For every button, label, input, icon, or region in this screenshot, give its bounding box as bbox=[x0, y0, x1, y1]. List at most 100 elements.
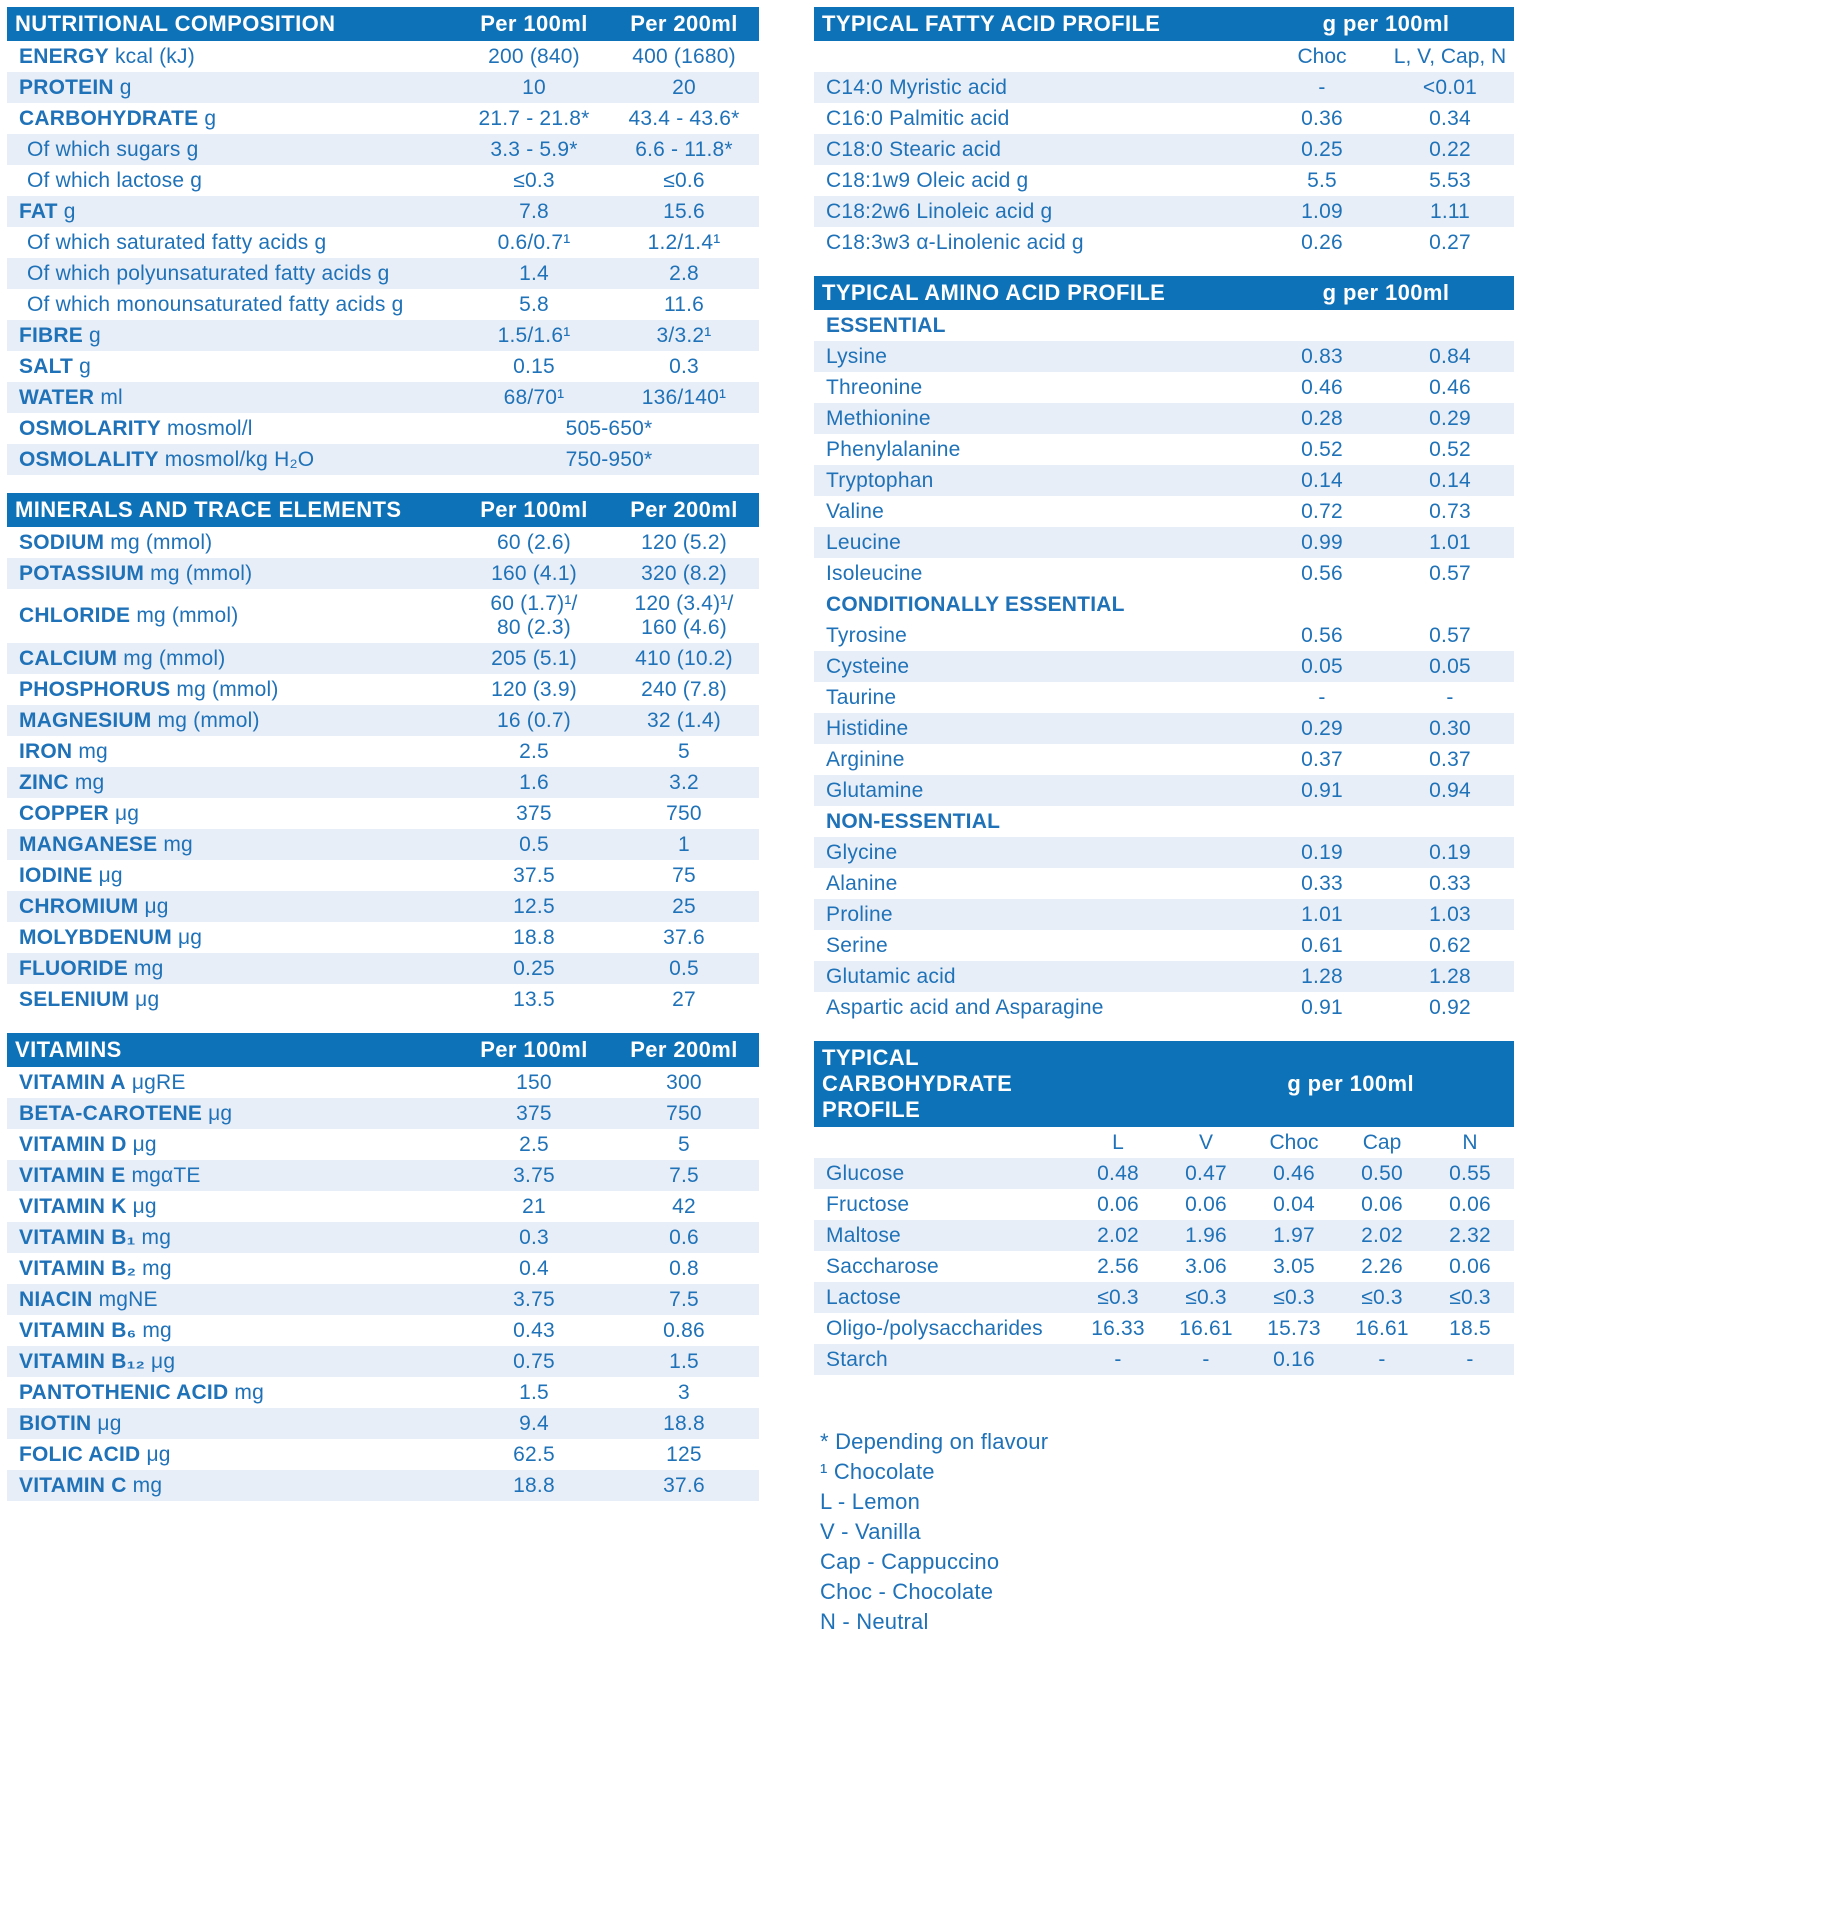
value-cell: 0.83 bbox=[1301, 344, 1343, 368]
value-cell: 0.33 bbox=[1429, 871, 1471, 895]
nutrient-name-bold: WATER bbox=[19, 385, 95, 409]
value-cell: 18.8 bbox=[663, 1411, 705, 1435]
nutrient-name-bold: IRON bbox=[19, 739, 73, 763]
value-cell: 0.75 bbox=[513, 1349, 555, 1373]
value-cell: 7.8 bbox=[519, 199, 549, 223]
nutrient-name-rest: Starch bbox=[826, 1347, 888, 1371]
value-cell: 0.56 bbox=[1301, 561, 1343, 585]
nutrient-name: CALCIUM mg (mmol) bbox=[7, 643, 459, 674]
value-cell: 136/140¹ bbox=[641, 385, 727, 409]
nutrient-name-bold: ENERGY bbox=[19, 44, 109, 68]
nutrient-name: FOLIC ACID μg bbox=[7, 1439, 459, 1470]
value-cell: 1.01 bbox=[1429, 530, 1471, 554]
nutrient-name-rest: Leucine bbox=[826, 530, 901, 554]
table-row: BETA-CAROTENE μg 375 750 bbox=[7, 1098, 759, 1129]
value-cell: 0.6 bbox=[669, 1225, 699, 1249]
nutrient-name-rest: Fructose bbox=[826, 1192, 910, 1216]
value-cell: 750 bbox=[666, 801, 702, 825]
nutrient-name: VITAMIN B₁ mg bbox=[7, 1222, 459, 1253]
nutrient-name: Proline bbox=[814, 899, 1258, 930]
value-cell: 0.5 bbox=[519, 832, 549, 856]
table-head: TYPICAL FATTY ACID PROFILE g per 100ml Cho… bbox=[814, 7, 1514, 72]
value-cell: 75 bbox=[672, 863, 696, 887]
nutrient-name-rest: μg bbox=[132, 1132, 157, 1156]
table-row: Valine 0.72 0.73 bbox=[814, 496, 1514, 527]
table-row: ZINC mg 1.6 3.2 bbox=[7, 767, 759, 798]
nutrient-name-bold: MAGNESIUM bbox=[19, 708, 152, 732]
value-cell: 0.73 bbox=[1429, 499, 1471, 523]
value-cell: 2.26 bbox=[1361, 1254, 1403, 1278]
footnote: L - Lemon bbox=[820, 1489, 921, 1514]
table-row: COPPER μg 375 750 bbox=[7, 798, 759, 829]
footnotes: * Depending on flavour ¹ Chocolate L - Lem… bbox=[814, 1427, 1514, 1637]
column-label: N bbox=[1426, 1127, 1514, 1158]
table-row: ENERGY kcal (kJ) 200 (840) 400 (1680) bbox=[7, 41, 759, 72]
value-cell: 42 bbox=[672, 1194, 696, 1218]
nutrient-name-rest: Alanine bbox=[826, 871, 898, 895]
value-cell: 0.61 bbox=[1301, 933, 1343, 957]
column-labels-spacer bbox=[814, 1127, 1074, 1158]
nutrient-name: Leucine bbox=[814, 527, 1258, 558]
value-cell: 15.73 bbox=[1267, 1316, 1321, 1340]
value-cell: - bbox=[1202, 1347, 1210, 1371]
value-cell: 3.75 bbox=[513, 1163, 555, 1187]
table-row: Isoleucine 0.56 0.57 bbox=[814, 558, 1514, 589]
column-label: V bbox=[1162, 1127, 1250, 1158]
nutrient-name: Isoleucine bbox=[814, 558, 1258, 589]
section-subheader: ESSENTIAL bbox=[826, 313, 946, 337]
footnote: N - Neutral bbox=[820, 1609, 929, 1634]
nutrient-name-rest: Of which saturated fatty acids g bbox=[27, 230, 327, 254]
nutrient-name-rest: C14:0 Myristic acid bbox=[826, 75, 1008, 99]
nutrient-name: Threonine bbox=[814, 372, 1258, 403]
nutrient-name-bold: FIBRE bbox=[19, 323, 83, 347]
value-cell: 0.14 bbox=[1301, 468, 1343, 492]
value-cell: 0.37 bbox=[1429, 747, 1471, 771]
nutrient-name-bold: SALT bbox=[19, 354, 74, 378]
nutrient-name-rest: μg bbox=[98, 863, 123, 887]
nutrient-name-bold: VITAMIN E bbox=[19, 1163, 126, 1187]
nutrient-name: Cysteine bbox=[814, 651, 1258, 682]
table-row: Histidine 0.29 0.30 bbox=[814, 713, 1514, 744]
value-cell: 120 (3.9) bbox=[491, 677, 577, 701]
nutrient-name-rest: Phenylalanine bbox=[826, 437, 961, 461]
column-labels-row: L V Choc Cap N bbox=[814, 1127, 1514, 1158]
nutrient-name-rest: mg (mmol) bbox=[157, 708, 260, 732]
table-row: Glycine 0.19 0.19 bbox=[814, 837, 1514, 868]
nutrient-name-bold: CALCIUM bbox=[19, 646, 118, 670]
value-cell: 0.94 bbox=[1429, 778, 1471, 802]
nutrient-name: IODINE μg bbox=[7, 860, 459, 891]
value-cell: 0.34 bbox=[1429, 106, 1471, 130]
value-cell: 3.2 bbox=[669, 770, 699, 794]
nutrient-name: Lysine bbox=[814, 341, 1258, 372]
table-header-bar: TYPICAL FATTY ACID PROFILE g per 100ml bbox=[814, 7, 1514, 41]
nutrient-name-rest: mg bbox=[163, 832, 193, 856]
table-row: CHROMIUM μg 12.5 25 bbox=[7, 891, 759, 922]
nutrient-name-bold: NIACIN bbox=[19, 1287, 93, 1311]
table-row: FOLIC ACID μg 62.5 125 bbox=[7, 1439, 759, 1470]
table-row: Threonine 0.46 0.46 bbox=[814, 372, 1514, 403]
footnote: ¹ Chocolate bbox=[820, 1459, 935, 1484]
nutrient-name: VITAMIN E mgαTE bbox=[7, 1160, 459, 1191]
value-cell: 7.5 bbox=[669, 1287, 699, 1311]
nutrient-name-rest: Serine bbox=[826, 933, 888, 957]
table-row: VITAMIN K μg 21 42 bbox=[7, 1191, 759, 1222]
table-head: TYPICAL AMINO ACID PROFILE g per 100ml bbox=[814, 276, 1514, 310]
nutrient-name-bold: MANGANESE bbox=[19, 832, 158, 856]
value-cell: 3.05 bbox=[1273, 1254, 1315, 1278]
table-row: C18:1w9 Oleic acid g 5.5 5.53 bbox=[814, 165, 1514, 196]
nutrient-name: Of which polyunsaturated fatty acids g bbox=[7, 258, 459, 289]
value-cell: 2.5 bbox=[519, 1132, 549, 1156]
value-cell: <0.01 bbox=[1422, 75, 1478, 99]
table-row: PROTEIN g 10 20 bbox=[7, 72, 759, 103]
value-cell: 0.84 bbox=[1429, 344, 1471, 368]
value-cell: 0.27 bbox=[1429, 230, 1471, 254]
value-cell: 0.37 bbox=[1301, 747, 1343, 771]
value-cell: 13.5 bbox=[513, 987, 555, 1011]
nutrient-name: VITAMIN B₆ mg bbox=[7, 1315, 459, 1346]
nutrient-name-bold: PHOSPHORUS bbox=[19, 677, 171, 701]
nutrient-name: SELENIUM μg bbox=[7, 984, 459, 1015]
nutrient-name: Glutamine bbox=[814, 775, 1258, 806]
nutrient-name-rest: μgRE bbox=[131, 1070, 186, 1094]
nutrient-name-rest: Saccharose bbox=[826, 1254, 939, 1278]
value-cell: 0.33 bbox=[1301, 871, 1343, 895]
